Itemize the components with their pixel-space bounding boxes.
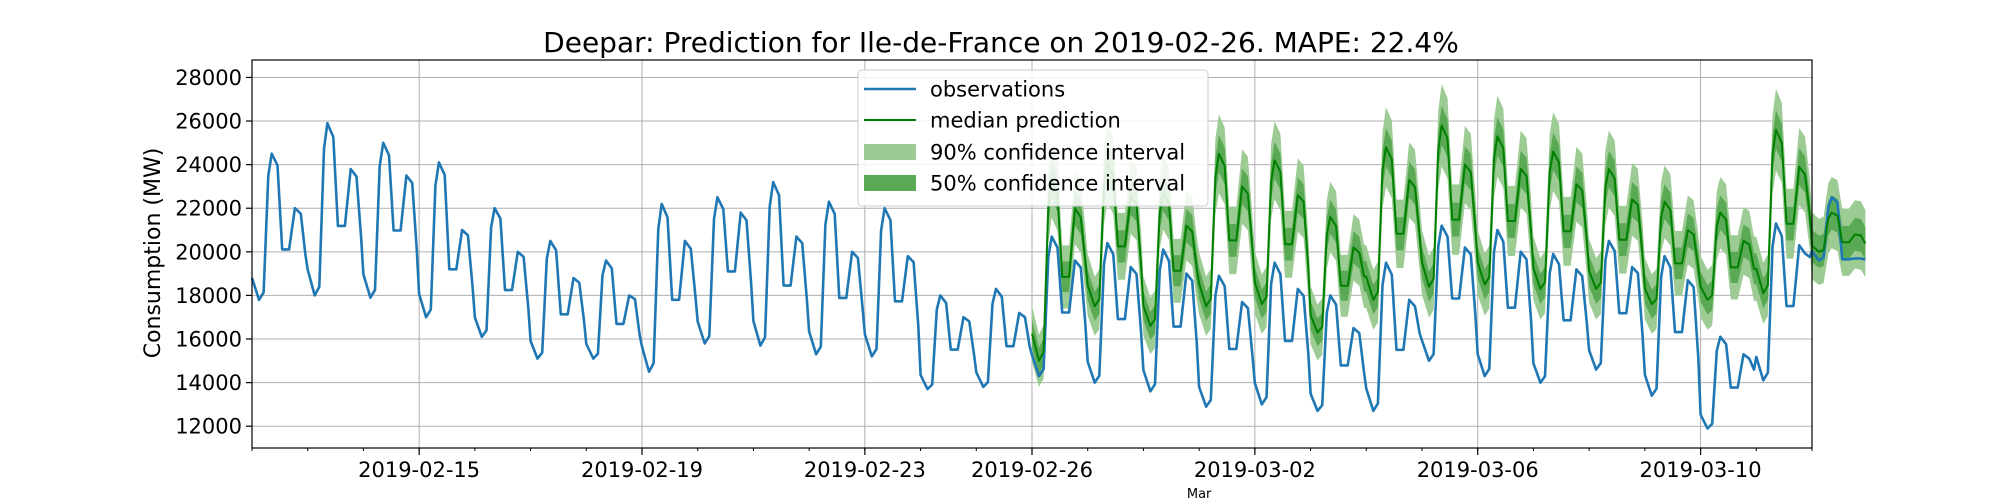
x-tick-label: 2019-02-15 [358,458,480,482]
y-tick-label: 16000 [175,328,242,352]
y-tick-label: 20000 [175,240,242,264]
x-tick-label: 2019-02-23 [804,458,926,482]
y-tick-label: 22000 [175,197,242,221]
legend-swatch-ci50 [864,175,916,191]
ticks: 12000 14000 16000 18000 20000 22000 24000 26000… [175,66,1813,500]
series-lines [250,121,1867,430]
ci90-area [1032,84,1866,388]
y-tick-label: 12000 [175,415,242,439]
median-prediction-line [1031,124,1867,362]
legend: observations median prediction 90% confide… [857,69,1209,207]
x-minor-label: Mar [1187,487,1212,500]
legend-label: median prediction [930,109,1121,133]
ci90-band [1032,84,1866,388]
legend-label: 90% confidence interval [930,141,1185,165]
legend-swatch-ci90 [864,144,916,160]
x-tick-label: 2019-03-06 [1417,458,1539,482]
chart-title: Deepar: Prediction for Ile-de-France on … [543,26,1459,59]
y-axis-label: Consumption (MW) [141,148,166,359]
y-tick-label: 28000 [175,66,242,90]
legend-box [857,69,1209,207]
x-tick-label: 2019-03-02 [1194,458,1316,482]
x-tick-label: 2019-03-10 [1640,458,1762,482]
y-tick-label: 14000 [175,371,242,395]
y-tick-label: 24000 [175,153,242,177]
observations-line [250,121,1866,430]
legend-label: 50% confidence interval [930,172,1185,196]
legend-label: observations [930,78,1065,102]
x-tick-label: 2019-02-19 [581,458,703,482]
y-tick-label: 26000 [175,110,242,134]
x-tick-label: 2019-02-26 [971,458,1093,482]
y-tick-label: 18000 [175,284,242,308]
